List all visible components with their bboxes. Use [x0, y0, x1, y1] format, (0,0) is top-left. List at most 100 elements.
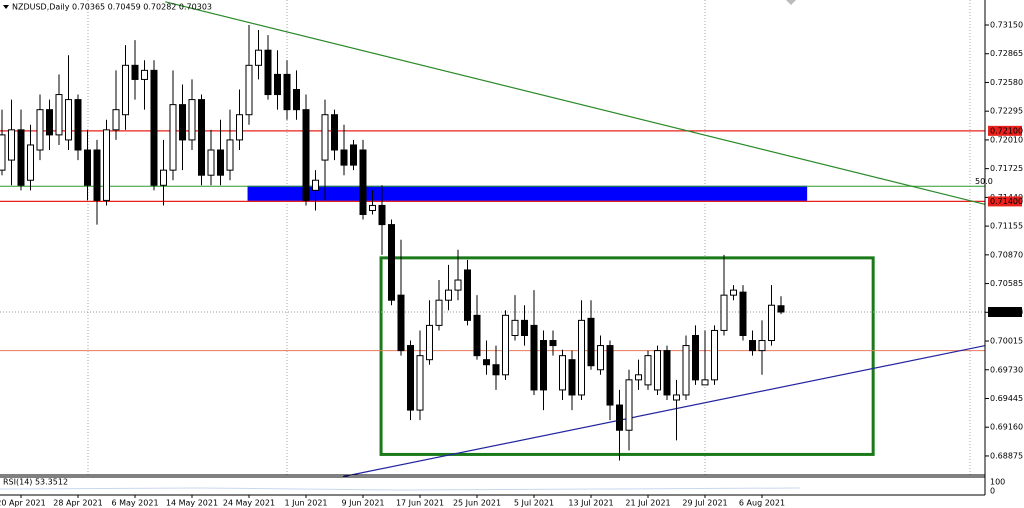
- shift-marker: [786, 0, 796, 5]
- candle-body: [245, 64, 253, 116]
- candle-body: [264, 49, 272, 96]
- candle-body: [65, 99, 72, 141]
- price-label: 0.70303: [990, 307, 1023, 316]
- candle-body: [169, 104, 177, 171]
- y-tick-label: 0.69160: [990, 423, 1023, 432]
- candle-body: [36, 109, 44, 151]
- candle-body: [568, 359, 576, 396]
- candle-body: [473, 314, 481, 357]
- candle-body: [236, 114, 243, 141]
- candle-body: [131, 64, 139, 80]
- candle-body: [359, 149, 367, 216]
- candle-body: [302, 109, 310, 201]
- y-tick-label: 0.70870: [990, 250, 1023, 259]
- candle-body: [84, 149, 91, 186]
- candle-body: [369, 204, 376, 211]
- price-label: 0.71400: [990, 197, 1023, 206]
- candle-body: [217, 149, 224, 176]
- x-tick-label: 20 Apr 2021: [0, 499, 46, 508]
- candle-body: [530, 324, 538, 391]
- trendline: [342, 344, 986, 478]
- candle-body: [255, 49, 262, 66]
- candle-body: [597, 345, 604, 371]
- candle-body: [93, 149, 101, 201]
- candle-body: [777, 305, 785, 313]
- candle-body: [492, 364, 500, 376]
- candle-body: [331, 114, 338, 151]
- candle-body: [27, 144, 34, 181]
- candle-body: [293, 89, 300, 111]
- candle-body: [321, 114, 329, 161]
- x-tick-label: 13 Jul 2021: [568, 499, 613, 508]
- y-tick-label: 0.73150: [990, 21, 1023, 30]
- candle-body: [511, 319, 519, 336]
- candle-body: [445, 289, 452, 301]
- candle-body: [625, 379, 633, 431]
- x-tick-label: 6 May 2021: [111, 499, 158, 508]
- x-tick-label: 14 May 2021: [166, 499, 218, 508]
- indicator-tick-label: 100: [990, 478, 1005, 487]
- candle-body: [549, 340, 557, 347]
- candle-body: [46, 109, 53, 136]
- candle-body: [312, 179, 319, 191]
- x-tick-label: 29 Jul 2021: [682, 499, 727, 508]
- price-label-box: [988, 125, 1022, 136]
- candle-body: [758, 340, 766, 352]
- candle-body: [768, 304, 775, 342]
- chart-title: NZDUSD,Daily 0.70365 0.70459 0.70282 0.7…: [12, 3, 212, 12]
- y-tick-label: 0.71155: [990, 222, 1023, 231]
- x-tick-label: 1 Jun 2021: [284, 499, 327, 508]
- candle-body: [635, 374, 642, 381]
- candle-body: [540, 340, 547, 391]
- candle-body: [730, 289, 737, 296]
- candle-body: [682, 345, 690, 396]
- candle-body: [739, 291, 747, 336]
- candle-body: [606, 345, 614, 406]
- candle-body: [692, 334, 699, 381]
- candle-body: [198, 99, 205, 176]
- price-label: 0.72100: [990, 126, 1023, 135]
- x-tick-label: 24 May 2021: [223, 499, 275, 508]
- candle-body: [388, 224, 395, 301]
- y-tick-label: 0.72865: [990, 49, 1023, 58]
- candle-body: [150, 69, 158, 186]
- candle-body: [103, 129, 110, 201]
- y-tick-label: 0.72580: [990, 78, 1023, 87]
- candle-body: [407, 345, 414, 411]
- candle-body: [397, 294, 405, 352]
- y-tick-label: 0.69445: [990, 394, 1023, 403]
- candle-body: [188, 99, 196, 141]
- fib-label: 50.0: [975, 177, 993, 186]
- y-tick-label: 0.72010: [990, 135, 1023, 144]
- candle-body: [378, 204, 386, 226]
- candle-body: [464, 269, 471, 321]
- rsi-line: [0, 487, 801, 491]
- candle-body: [502, 314, 509, 376]
- candle-body: [749, 340, 756, 352]
- candle-body: [435, 299, 443, 326]
- candle-body: [521, 319, 528, 336]
- trendline: [165, 1, 986, 206]
- candle-body: [112, 109, 120, 131]
- x-tick-label: 17 Jun 2021: [396, 499, 444, 508]
- x-tick-label: 9 Jun 2021: [341, 499, 384, 508]
- menu-arrow: [3, 5, 9, 9]
- x-tick-label: 6 Aug 2021: [739, 499, 785, 508]
- zone: [247, 185, 808, 201]
- candle-body: [350, 144, 357, 166]
- y-tick-label: 0.70585: [990, 279, 1023, 288]
- zone: [379, 256, 875, 456]
- x-tick-label: 21 Jul 2021: [625, 499, 670, 508]
- candle-body: [55, 94, 63, 136]
- candle-body: [179, 104, 186, 141]
- candle-body: [0, 134, 6, 171]
- candle-body: [559, 355, 566, 391]
- candle-body: [616, 404, 623, 431]
- y-tick-label: 0.72295: [990, 107, 1023, 116]
- y-tick-label: 0.71725: [990, 164, 1023, 173]
- candle-body: [340, 149, 348, 166]
- candle-body: [587, 317, 595, 367]
- x-tick-label: 5 Jul 2021: [514, 499, 554, 508]
